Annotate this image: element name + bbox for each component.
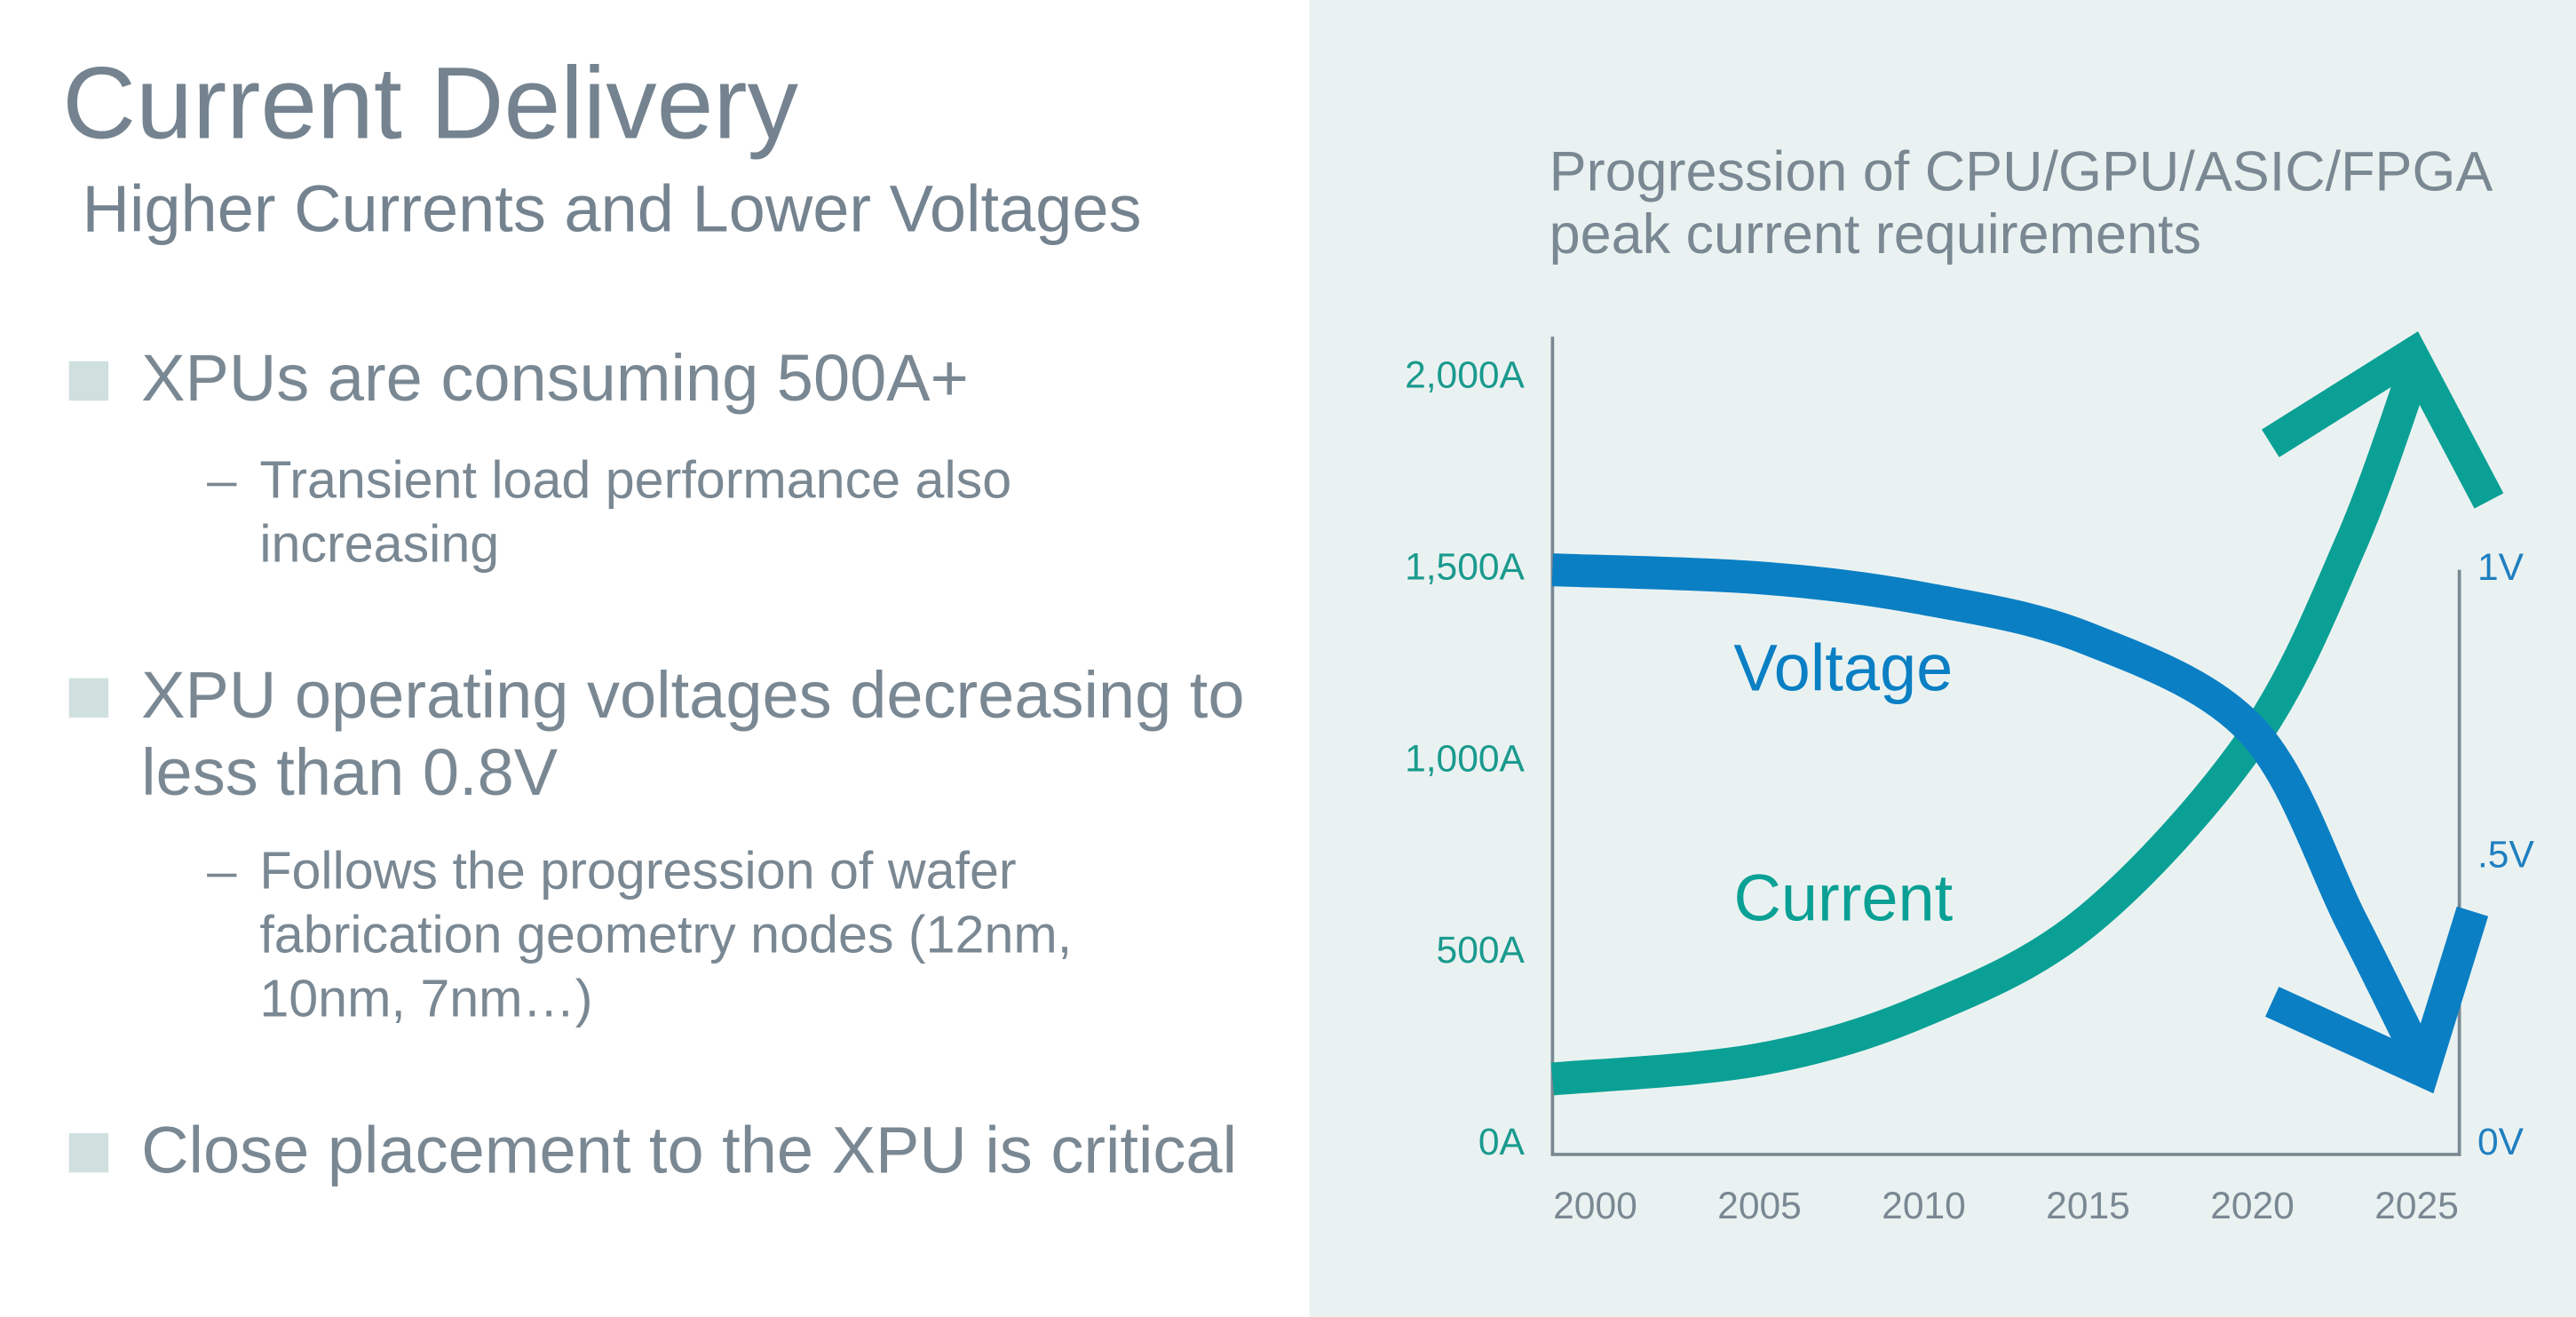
slide-subtitle: Higher Currents and Lower Voltages — [82, 174, 1142, 247]
chart-panel — [1309, 0, 2576, 1317]
y-tick-label: 0A — [1478, 1121, 1526, 1163]
y-tick-label: 500A — [1437, 929, 1526, 972]
bullet: XPU operating voltages decreasing to les… — [141, 660, 1245, 810]
x-tick-label: 2020 — [2210, 1185, 2295, 1227]
y2-tick-label: 0V — [2477, 1121, 2524, 1163]
y2-tick-label: 1V — [2477, 546, 2524, 589]
series-line — [1550, 357, 2432, 1096]
bullet-marker — [68, 1132, 109, 1173]
sub-bullet-marker — [207, 873, 237, 877]
series-line — [1551, 553, 2432, 1060]
y-tick-label: 2,000A — [1405, 354, 1525, 397]
sub-bullet-marker — [207, 482, 237, 487]
y2-tick-label: .5V — [2477, 833, 2534, 876]
chart-title: Progression of CPU/GPU/ASIC/FPGA peak cu… — [1549, 141, 2490, 267]
y-tick-label: 1,000A — [1405, 737, 1525, 780]
sub-bullet: Transient load performance also increasi… — [259, 449, 1012, 574]
y-tick-label: 1,500A — [1405, 545, 1525, 588]
x-tick-label: 2000 — [1553, 1185, 1637, 1227]
x-tick-label: 2010 — [1882, 1185, 1966, 1227]
x-tick-label: 2025 — [2374, 1185, 2459, 1227]
series-annotation: Voltage — [1733, 631, 1953, 705]
series-annotation: Current — [1733, 861, 1953, 935]
bullet-marker — [68, 361, 109, 401]
slide-title: Current Delivery — [62, 47, 798, 162]
current-arrowhead — [2262, 331, 2504, 509]
voltage-arrowhead — [2265, 906, 2489, 1094]
bullet: Close placement to the XPU is critical — [141, 1115, 1238, 1187]
bullet-marker — [68, 678, 109, 718]
bullet: XPUs are consuming 500A+ — [141, 343, 969, 416]
sub-bullet: Follows the progression of wafer fabrica… — [259, 840, 1073, 1028]
x-tick-label: 2015 — [2046, 1185, 2130, 1227]
x-tick-label: 2005 — [1717, 1185, 1802, 1227]
